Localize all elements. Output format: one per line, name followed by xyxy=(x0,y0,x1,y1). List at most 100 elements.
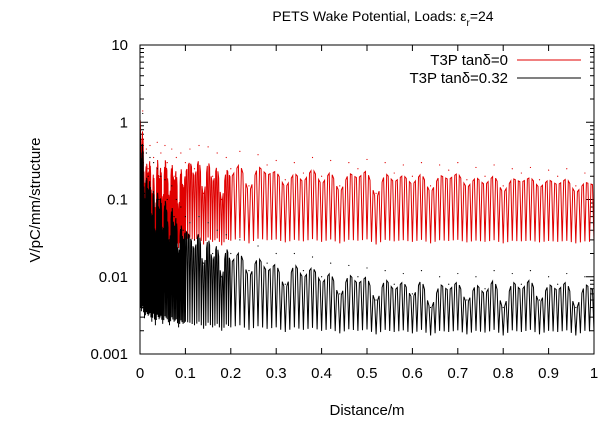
data-point xyxy=(429,306,432,309)
x-tick-label: 0 xyxy=(136,365,144,382)
data-point xyxy=(154,222,157,224)
data-point xyxy=(584,276,586,278)
data-point xyxy=(216,152,218,154)
data-point xyxy=(375,299,377,301)
data-point xyxy=(420,162,423,164)
chart-title-subscript: r xyxy=(466,18,470,29)
data-point xyxy=(162,229,164,231)
data-point xyxy=(173,175,175,177)
data-point xyxy=(149,144,151,147)
data-point xyxy=(575,185,577,187)
data-point xyxy=(193,239,196,241)
data-point xyxy=(493,164,495,166)
data-point xyxy=(475,166,477,169)
data-point xyxy=(202,192,205,194)
data-point xyxy=(151,198,153,201)
data-point xyxy=(248,185,250,187)
data-point xyxy=(466,179,468,181)
data-point xyxy=(168,239,171,241)
data-point xyxy=(538,299,541,301)
data-point xyxy=(153,162,155,164)
data-point xyxy=(457,272,459,275)
data-point xyxy=(147,175,149,177)
data-point xyxy=(221,198,223,201)
data-point xyxy=(175,156,177,159)
data-point xyxy=(548,169,550,171)
data-point xyxy=(189,148,191,150)
data-point xyxy=(147,168,149,170)
data-point xyxy=(156,141,158,143)
data-point xyxy=(384,270,386,272)
data-point xyxy=(548,276,550,278)
data-point xyxy=(202,262,205,264)
x-tick-label: 1 xyxy=(590,365,598,382)
x-tick-label: 0.8 xyxy=(493,365,514,382)
data-point xyxy=(466,299,468,301)
data-point xyxy=(160,152,162,154)
data-point xyxy=(557,175,559,177)
data-point xyxy=(330,262,332,264)
chart-title-tail: =24 xyxy=(470,8,494,24)
data-point xyxy=(511,168,513,170)
data-point xyxy=(171,185,173,187)
data-point xyxy=(142,110,144,112)
data-point xyxy=(225,234,227,236)
data-point xyxy=(484,288,486,290)
data-point xyxy=(411,293,413,295)
data-point xyxy=(402,164,404,166)
data-point xyxy=(330,159,332,162)
data-point xyxy=(145,152,147,154)
data-point xyxy=(520,172,522,174)
data-point xyxy=(321,175,323,177)
legend-label: T3P tanδ=0 xyxy=(430,52,508,69)
data-point xyxy=(177,252,180,255)
data-point xyxy=(257,154,259,156)
data-point xyxy=(575,306,577,309)
y-axis-label: V/pC/mm/structure xyxy=(27,137,44,262)
x-axis-label: Distance/m xyxy=(329,402,404,419)
data-point xyxy=(164,179,166,181)
data-point xyxy=(207,222,209,224)
data-point xyxy=(357,276,359,278)
data-point xyxy=(166,162,168,164)
data-point xyxy=(184,162,186,164)
data-point xyxy=(538,179,541,181)
x-tick-label: 0.3 xyxy=(266,365,287,382)
data-point xyxy=(293,162,295,164)
data-point xyxy=(140,138,142,140)
legend-label: T3P tanδ=0.32 xyxy=(409,70,508,87)
data-point xyxy=(153,156,155,159)
series-line xyxy=(140,120,594,249)
data-point xyxy=(302,270,305,272)
data-point xyxy=(284,283,286,285)
data-point xyxy=(502,185,504,187)
data-point xyxy=(366,158,368,161)
data-point xyxy=(257,245,259,247)
y-tick-label: 0.1 xyxy=(107,192,128,209)
data-point xyxy=(266,164,268,166)
data-point xyxy=(149,156,151,159)
data-point xyxy=(180,206,182,208)
data-point xyxy=(293,252,295,255)
data-point xyxy=(189,222,191,224)
data-point xyxy=(493,270,495,272)
data-point xyxy=(143,192,146,194)
data-point xyxy=(311,256,314,258)
data-point xyxy=(366,267,368,269)
x-tick-label: 0.5 xyxy=(357,365,378,382)
data-point xyxy=(225,156,227,159)
data-point xyxy=(339,185,341,187)
data-point xyxy=(566,272,568,275)
data-point xyxy=(520,283,522,285)
data-point xyxy=(375,192,377,194)
x-tick-label: 0.1 xyxy=(175,365,196,382)
data-point xyxy=(411,175,413,177)
data-point xyxy=(143,185,146,187)
data-point xyxy=(145,148,147,150)
data-point xyxy=(230,168,232,170)
y-tick-label: 0.01 xyxy=(99,269,128,286)
chart-title: PETS Wake Potential, Loads: εr=24 xyxy=(272,8,493,29)
data-point xyxy=(158,198,160,201)
